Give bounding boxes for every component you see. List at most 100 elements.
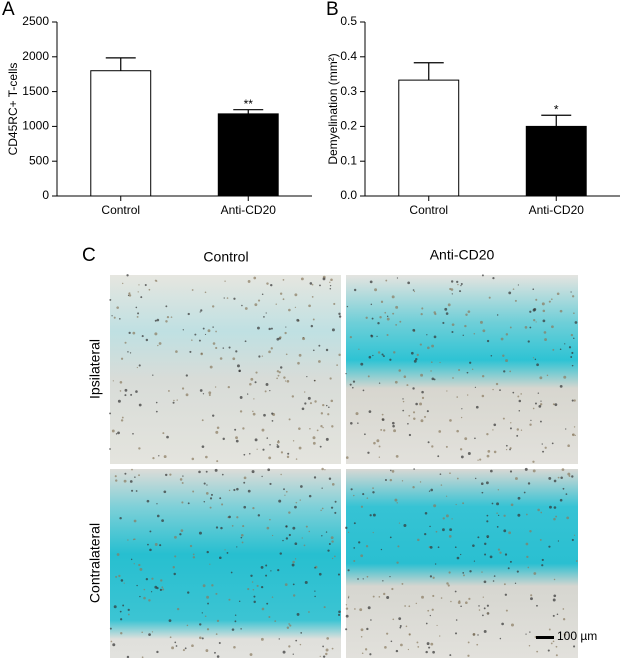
cell-dot — [552, 598, 556, 602]
cell-dot — [160, 579, 163, 582]
cell-dot — [398, 522, 401, 524]
cell-dot — [408, 605, 411, 608]
cell-dot — [263, 316, 265, 318]
cell-dot — [138, 447, 141, 450]
cell-dot — [216, 619, 220, 623]
cell-dot — [457, 283, 459, 286]
cell-dot — [403, 524, 407, 528]
cell-dot — [119, 516, 122, 520]
cell-dot — [568, 346, 572, 349]
cell-dot — [199, 389, 203, 392]
cell-dot — [141, 631, 143, 634]
cell-dot — [265, 383, 269, 386]
cell-dot — [380, 548, 383, 551]
cell-dot — [215, 592, 218, 595]
cell-dot — [428, 490, 431, 492]
cell-dot — [133, 538, 136, 541]
cell-dot — [361, 652, 364, 655]
bar — [90, 70, 152, 197]
cell-dot — [509, 448, 511, 451]
y-tick-label: 2500 — [22, 14, 49, 28]
cell-dot — [308, 611, 310, 613]
cell-dot — [408, 433, 412, 437]
cell-dot — [191, 289, 194, 291]
cell-dot — [432, 650, 435, 654]
cell-dot — [192, 553, 195, 556]
cell-dot — [201, 445, 205, 448]
cell-dot — [451, 518, 453, 520]
cell-dot — [235, 350, 238, 353]
cell-dot — [477, 459, 479, 461]
cell-dot — [255, 371, 258, 374]
cell-dot — [234, 428, 237, 431]
cell-dot — [338, 315, 342, 318]
cell-dot — [295, 501, 298, 504]
cell-dot — [488, 296, 491, 299]
cell-dot — [438, 430, 442, 433]
cell-dot — [460, 553, 462, 556]
cell-dot — [537, 392, 540, 394]
cell-dot — [135, 306, 138, 309]
cell-dot — [449, 419, 452, 422]
cell-dot — [294, 542, 298, 546]
cell-dot — [270, 570, 272, 572]
cell-dot — [456, 556, 460, 560]
cell-dot — [365, 545, 369, 548]
cell-dot — [329, 377, 332, 380]
cell-dot — [532, 460, 535, 463]
cell-dot — [312, 349, 315, 352]
cell-dot — [338, 353, 341, 357]
cell-dot — [570, 333, 574, 337]
cell-dot — [182, 475, 184, 477]
cell-dot — [318, 360, 321, 363]
cell-dot — [158, 342, 162, 345]
cell-dot — [295, 458, 298, 460]
cell-dot — [486, 514, 489, 517]
cell-dot — [236, 487, 239, 491]
cell-dot — [490, 469, 493, 473]
cell-dot — [368, 410, 372, 413]
cell-dot — [161, 519, 164, 523]
cell-dot — [399, 320, 402, 323]
cell-dot — [337, 613, 341, 617]
cell-dot — [503, 583, 506, 586]
cell-dot — [514, 299, 517, 302]
cell-dot — [486, 339, 490, 343]
cell-dot — [154, 543, 158, 546]
cell-dot — [398, 617, 402, 621]
cell-dot — [541, 558, 544, 562]
cell-dot — [148, 288, 151, 291]
cell-dot — [386, 315, 389, 318]
micrograph — [346, 469, 578, 658]
cell-dot — [360, 628, 364, 632]
cell-dot — [243, 481, 246, 484]
cell-dot — [285, 490, 288, 493]
cell-dot — [324, 469, 326, 471]
cell-dot — [408, 633, 411, 636]
cell-dot — [386, 317, 390, 321]
cell-dot — [201, 419, 204, 422]
cell-dot — [481, 274, 484, 277]
cell-dot — [421, 307, 424, 310]
cell-dot — [138, 284, 140, 286]
cell-dot — [271, 412, 274, 415]
cell-dot — [282, 298, 285, 301]
cell-dot — [345, 604, 348, 606]
cell-dot — [573, 337, 575, 340]
cell-dot — [486, 604, 489, 607]
cell-dot — [369, 514, 372, 517]
cell-dot — [504, 593, 508, 596]
cell-dot — [165, 305, 168, 308]
cell-dot — [571, 538, 574, 542]
cell-dot — [109, 627, 112, 630]
cell-dot — [454, 546, 457, 549]
cell-dot — [547, 649, 550, 652]
cell-dot — [296, 318, 300, 322]
cell-dot — [413, 359, 417, 363]
cell-dot — [492, 277, 495, 280]
cell-dot — [212, 414, 215, 417]
cell-dot — [427, 441, 430, 444]
cell-dot — [289, 624, 292, 627]
cell-dot — [402, 409, 405, 412]
cell-dot — [439, 473, 442, 476]
